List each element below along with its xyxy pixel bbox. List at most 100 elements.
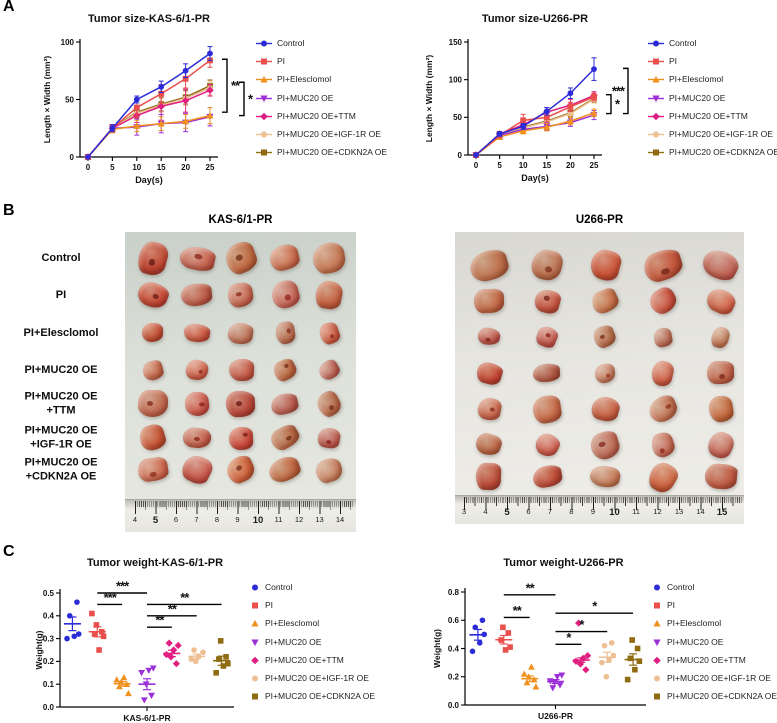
tumor-spot: [151, 292, 160, 300]
ruler-number: 14: [696, 507, 705, 516]
diamond-legend-icon: [648, 112, 664, 121]
square-legend-icon: [648, 58, 664, 65]
tumor-image: [223, 452, 259, 488]
ruler-number: 7: [547, 507, 553, 516]
tumor-spot: [598, 440, 606, 448]
tumor-image: [184, 358, 210, 382]
square-marker-icon: [225, 660, 231, 667]
significance-stars: *: [615, 97, 621, 112]
circle-marker-icon: [567, 110, 574, 117]
square-marker-icon: [505, 630, 512, 636]
tumor-image: [704, 462, 738, 492]
x-tick-label: 15: [542, 161, 551, 170]
triangle-down-marker-icon: [149, 665, 157, 672]
tumor-image: [137, 390, 169, 418]
significance-bar: ***: [97, 590, 123, 606]
square-marker-icon: [89, 610, 95, 617]
square-marker-icon: [591, 94, 597, 100]
scatter-group-PI+MUC20 OE: [138, 665, 157, 704]
legend-label: PI+Elesclomol: [669, 74, 724, 85]
tumor-spot: [236, 400, 243, 406]
ruler-number: 4: [483, 507, 488, 516]
x-tick-label: 5: [497, 161, 502, 170]
circle-marker-icon: [200, 649, 206, 656]
tumor-spot: [235, 464, 244, 473]
tumor-image: [531, 393, 563, 425]
circle-marker-icon: [252, 584, 258, 591]
ruler-number: 12: [653, 507, 662, 516]
x-tick-label: 5: [110, 163, 115, 172]
chart-title: Tumor weight-U266-PR: [503, 557, 623, 569]
ruler-number: 13: [674, 507, 684, 516]
square-marker-icon: [627, 655, 634, 662]
circle-marker-icon: [158, 83, 165, 90]
tumor-image: [587, 246, 623, 284]
tumor-spot: [542, 295, 550, 301]
legend-label: PI: [265, 600, 274, 611]
legend-label: PI: [667, 600, 676, 611]
tumor-spot: [234, 253, 244, 262]
y-tick-label: 0.0: [43, 703, 55, 712]
tumor-spot: [719, 374, 726, 380]
tumor-image: [313, 278, 345, 312]
tumor-spot: [285, 328, 291, 334]
x-tick-label: 0: [86, 163, 91, 172]
circle-legend-icon: [648, 131, 664, 138]
triangle-down-legend-icon: [648, 95, 664, 102]
y-tick-label: 0.2: [448, 673, 460, 682]
diamond-marker-icon: [162, 650, 171, 659]
tumor-image: [135, 238, 171, 278]
significance-stars: *: [592, 599, 598, 614]
legend-label: PI+MUC20 OE: [667, 636, 724, 647]
tumor-image: [648, 430, 678, 460]
circle-marker-icon: [567, 90, 574, 97]
square-marker-icon: [498, 637, 504, 643]
significance-stars: **: [168, 601, 178, 616]
triangle-marker-icon: [120, 673, 128, 681]
square-marker-icon: [213, 670, 219, 676]
triangle-marker-icon: [525, 673, 533, 680]
legend-item: PI+MUC20 OE+TTM: [652, 655, 777, 665]
significance-bar: **: [147, 601, 197, 617]
ruler-number: 6: [526, 507, 531, 516]
tumor-row-label: PI+Elesclomol: [23, 326, 99, 339]
legend-label: PI+MUC20 OE+CDKN2A OE: [669, 147, 777, 158]
legend-label: Control: [277, 38, 305, 48]
circle-marker-icon: [64, 635, 70, 642]
triangle-down-marker-icon: [138, 670, 145, 677]
circle-marker-icon: [543, 108, 550, 115]
square-marker-icon: [91, 631, 98, 637]
diamond-marker-icon: [206, 86, 214, 94]
legend-item: PI+MUC20 OE+TTM: [250, 655, 375, 665]
x-tick-label: 0: [474, 161, 479, 170]
tumor-image: [273, 320, 297, 346]
square-marker-icon: [96, 647, 102, 653]
triangle-marker-icon: [528, 663, 535, 670]
series-line: [475, 68, 595, 156]
tumor-image: [316, 320, 342, 346]
legend-label: PI+MUC20 OE+IGF-1R OE: [667, 672, 771, 683]
legend-item: PI+MUC20 OE+TTM: [648, 111, 777, 121]
y-tick-label: 100: [61, 38, 75, 47]
square-marker-icon: [216, 656, 222, 662]
circle-marker-icon: [261, 131, 267, 138]
legend-label: PI+Elesclomol: [277, 74, 332, 85]
x-axis-label: U266-PR: [538, 711, 573, 721]
tumor-spot: [659, 447, 666, 454]
tumor-image: [591, 323, 619, 351]
x-axis-label: Day(s): [521, 173, 549, 183]
triangle-down-legend-icon: [251, 639, 259, 646]
circle-marker-icon: [66, 613, 73, 619]
legend-tumor-weight-kas: Control PI PI+Elesclomol PI+MUC20 OE PI+MUC2…: [250, 582, 375, 701]
y-tick-label: 150: [449, 38, 463, 47]
tumor-spot: [545, 332, 551, 339]
diamond-marker-icon: [157, 102, 165, 111]
square-marker-icon: [98, 628, 105, 635]
ruler-number: 5: [504, 507, 510, 518]
tumor-image: [475, 396, 503, 422]
legend-item: PI+MUC20 OE+CDKN2A OE: [648, 147, 777, 157]
diamond-legend-icon: [251, 656, 259, 665]
triangle-down-marker-icon: [553, 673, 561, 681]
triangle-legend-icon: [653, 620, 661, 627]
y-tick-label: 0.1: [43, 680, 55, 689]
